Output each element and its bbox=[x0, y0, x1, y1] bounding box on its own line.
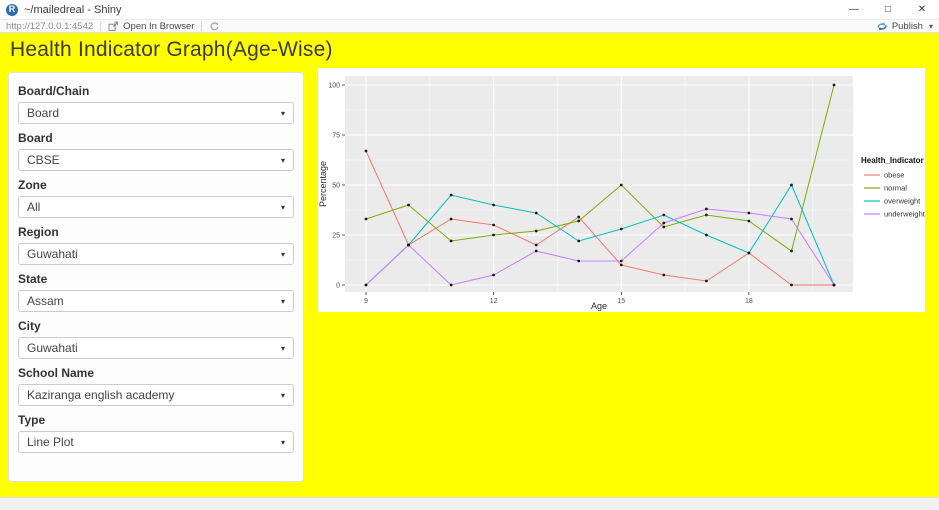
field-board: Board CBSE ▾ bbox=[18, 131, 294, 171]
chevron-down-icon: ▾ bbox=[280, 343, 285, 353]
svg-text:15: 15 bbox=[617, 298, 625, 305]
minimize-button[interactable]: — bbox=[849, 4, 859, 15]
field-city: City Guwahati ▾ bbox=[18, 319, 294, 359]
y-axis-title: Percentage bbox=[318, 161, 328, 207]
close-button[interactable]: ✕ bbox=[917, 4, 927, 15]
chart-card: 0 25 50 75 100 9 12 15 18 Age Percentage Health_Ind… bbox=[318, 68, 926, 312]
field-type: Type Line Plot ▾ bbox=[18, 413, 294, 453]
restore-button[interactable]: □ bbox=[884, 4, 892, 15]
selected-value: Kaziranga english academy bbox=[27, 388, 175, 402]
selected-value: Board bbox=[27, 106, 60, 120]
chevron-down-icon: ▾ bbox=[280, 296, 285, 306]
chevron-down-icon: ▾ bbox=[280, 202, 285, 212]
select-region[interactable]: Guwahati ▾ bbox=[18, 243, 294, 265]
x-axis-title: Age bbox=[591, 301, 607, 311]
svg-text:50: 50 bbox=[332, 182, 340, 189]
series-line bbox=[365, 84, 835, 252]
data-points bbox=[364, 83, 836, 287]
select-board[interactable]: CBSE ▾ bbox=[18, 149, 294, 171]
chevron-down-icon: ▾ bbox=[280, 155, 285, 165]
series-normal bbox=[365, 84, 835, 252]
legend-item-underweight: underweight bbox=[864, 210, 926, 219]
legend-item-obese: obese bbox=[864, 171, 904, 180]
select-city[interactable]: Guwahati ▾ bbox=[18, 337, 294, 359]
field-label: State bbox=[18, 272, 48, 286]
select-zone[interactable]: All ▾ bbox=[18, 196, 294, 218]
legend-label: normal bbox=[884, 184, 907, 193]
open-in-browser-button[interactable]: Open In Browser bbox=[108, 21, 194, 32]
x-axis: 9 12 15 18 bbox=[364, 292, 753, 305]
app-content: Health Indicator Graph(Age-Wise) Board/C… bbox=[0, 33, 939, 497]
title-bar: R ~/mailedreal - Shiny — □ ✕ bbox=[0, 0, 939, 19]
publish-icon bbox=[877, 21, 887, 31]
selected-value: All bbox=[27, 200, 41, 214]
legend-label: obese bbox=[884, 171, 904, 180]
publish-label: Publish bbox=[891, 20, 923, 32]
svg-text:0: 0 bbox=[336, 282, 340, 289]
series-line bbox=[365, 150, 834, 286]
viewer-toolbar: http://127.0.0.1:4542 Open In Browser Pu… bbox=[0, 19, 939, 33]
legend-title: Health_Indicator bbox=[861, 156, 924, 165]
app-url: http://127.0.0.1:4542 bbox=[6, 20, 94, 32]
selected-value: CBSE bbox=[27, 153, 60, 167]
svg-text:9: 9 bbox=[364, 298, 368, 305]
r-logo-icon: R bbox=[6, 3, 18, 16]
field-label: Region bbox=[18, 225, 59, 239]
selected-value: Assam bbox=[27, 294, 64, 308]
field-label: School Name bbox=[18, 366, 95, 380]
toolbar-divider bbox=[100, 21, 102, 31]
svg-text:100: 100 bbox=[328, 82, 340, 89]
external-window-icon bbox=[108, 21, 119, 31]
legend-item-overweight: overweight bbox=[864, 197, 921, 206]
chevron-down-icon: ▾ bbox=[928, 21, 933, 31]
field-school-name: School Name Kaziranga english academy ▾ bbox=[18, 366, 294, 406]
field-label: Zone bbox=[18, 178, 47, 192]
refresh-icon[interactable] bbox=[209, 21, 220, 32]
series-underweight bbox=[365, 208, 835, 286]
chevron-down-icon: ▾ bbox=[280, 390, 285, 400]
select-school-name[interactable]: Kaziranga english academy ▾ bbox=[18, 384, 294, 406]
page-title: Health Indicator Graph(Age-Wise) bbox=[10, 38, 333, 61]
toolbar-divider bbox=[201, 21, 203, 31]
legend-label: overweight bbox=[884, 197, 921, 206]
series-overweight bbox=[365, 183, 835, 286]
svg-text:75: 75 bbox=[332, 132, 340, 139]
open-in-browser-label: Open In Browser bbox=[123, 20, 195, 32]
select-state[interactable]: Assam ▾ bbox=[18, 290, 294, 312]
y-axis: 0 25 50 75 100 bbox=[328, 82, 345, 289]
window-title: ~/mailedreal - Shiny bbox=[24, 3, 122, 16]
field-region: Region Guwahati ▾ bbox=[18, 225, 294, 265]
svg-text:25: 25 bbox=[332, 232, 340, 239]
field-zone: Zone All ▾ bbox=[18, 178, 294, 218]
series-line bbox=[365, 208, 835, 286]
selected-value: Guwahati bbox=[27, 341, 78, 355]
svg-text:18: 18 bbox=[745, 298, 753, 305]
legend-item-normal: normal bbox=[864, 184, 907, 193]
sidebar-panel: Board/Chain Board ▾ Board CBSE ▾ Zone All ▾ Regio… bbox=[8, 72, 304, 482]
select-board-chain[interactable]: Board ▾ bbox=[18, 102, 294, 124]
selected-value: Guwahati bbox=[27, 247, 78, 261]
publish-button[interactable]: Publish ▾ bbox=[876, 21, 933, 32]
chevron-down-icon: ▾ bbox=[280, 437, 285, 447]
field-board-chain: Board/Chain Board ▾ bbox=[18, 84, 294, 124]
series-line bbox=[365, 183, 835, 286]
field-label: Type bbox=[18, 413, 46, 427]
field-state: State Assam ▾ bbox=[18, 272, 294, 312]
select-type[interactable]: Line Plot ▾ bbox=[18, 431, 294, 453]
status-strip bbox=[0, 497, 939, 510]
chevron-down-icon: ▾ bbox=[280, 249, 285, 259]
health-indicator-plot: 0 25 50 75 100 9 12 15 18 Age Percentage Health_Ind… bbox=[318, 76, 926, 311]
legend-label: underweight bbox=[884, 210, 925, 219]
series-obese bbox=[365, 150, 834, 286]
chevron-down-icon: ▾ bbox=[280, 108, 285, 118]
svg-text:12: 12 bbox=[490, 298, 498, 305]
field-label: Board/Chain bbox=[18, 84, 90, 98]
field-label: City bbox=[18, 319, 41, 333]
selected-value: Line Plot bbox=[27, 435, 74, 449]
field-label: Board bbox=[18, 131, 53, 145]
plot-panel bbox=[345, 76, 853, 292]
